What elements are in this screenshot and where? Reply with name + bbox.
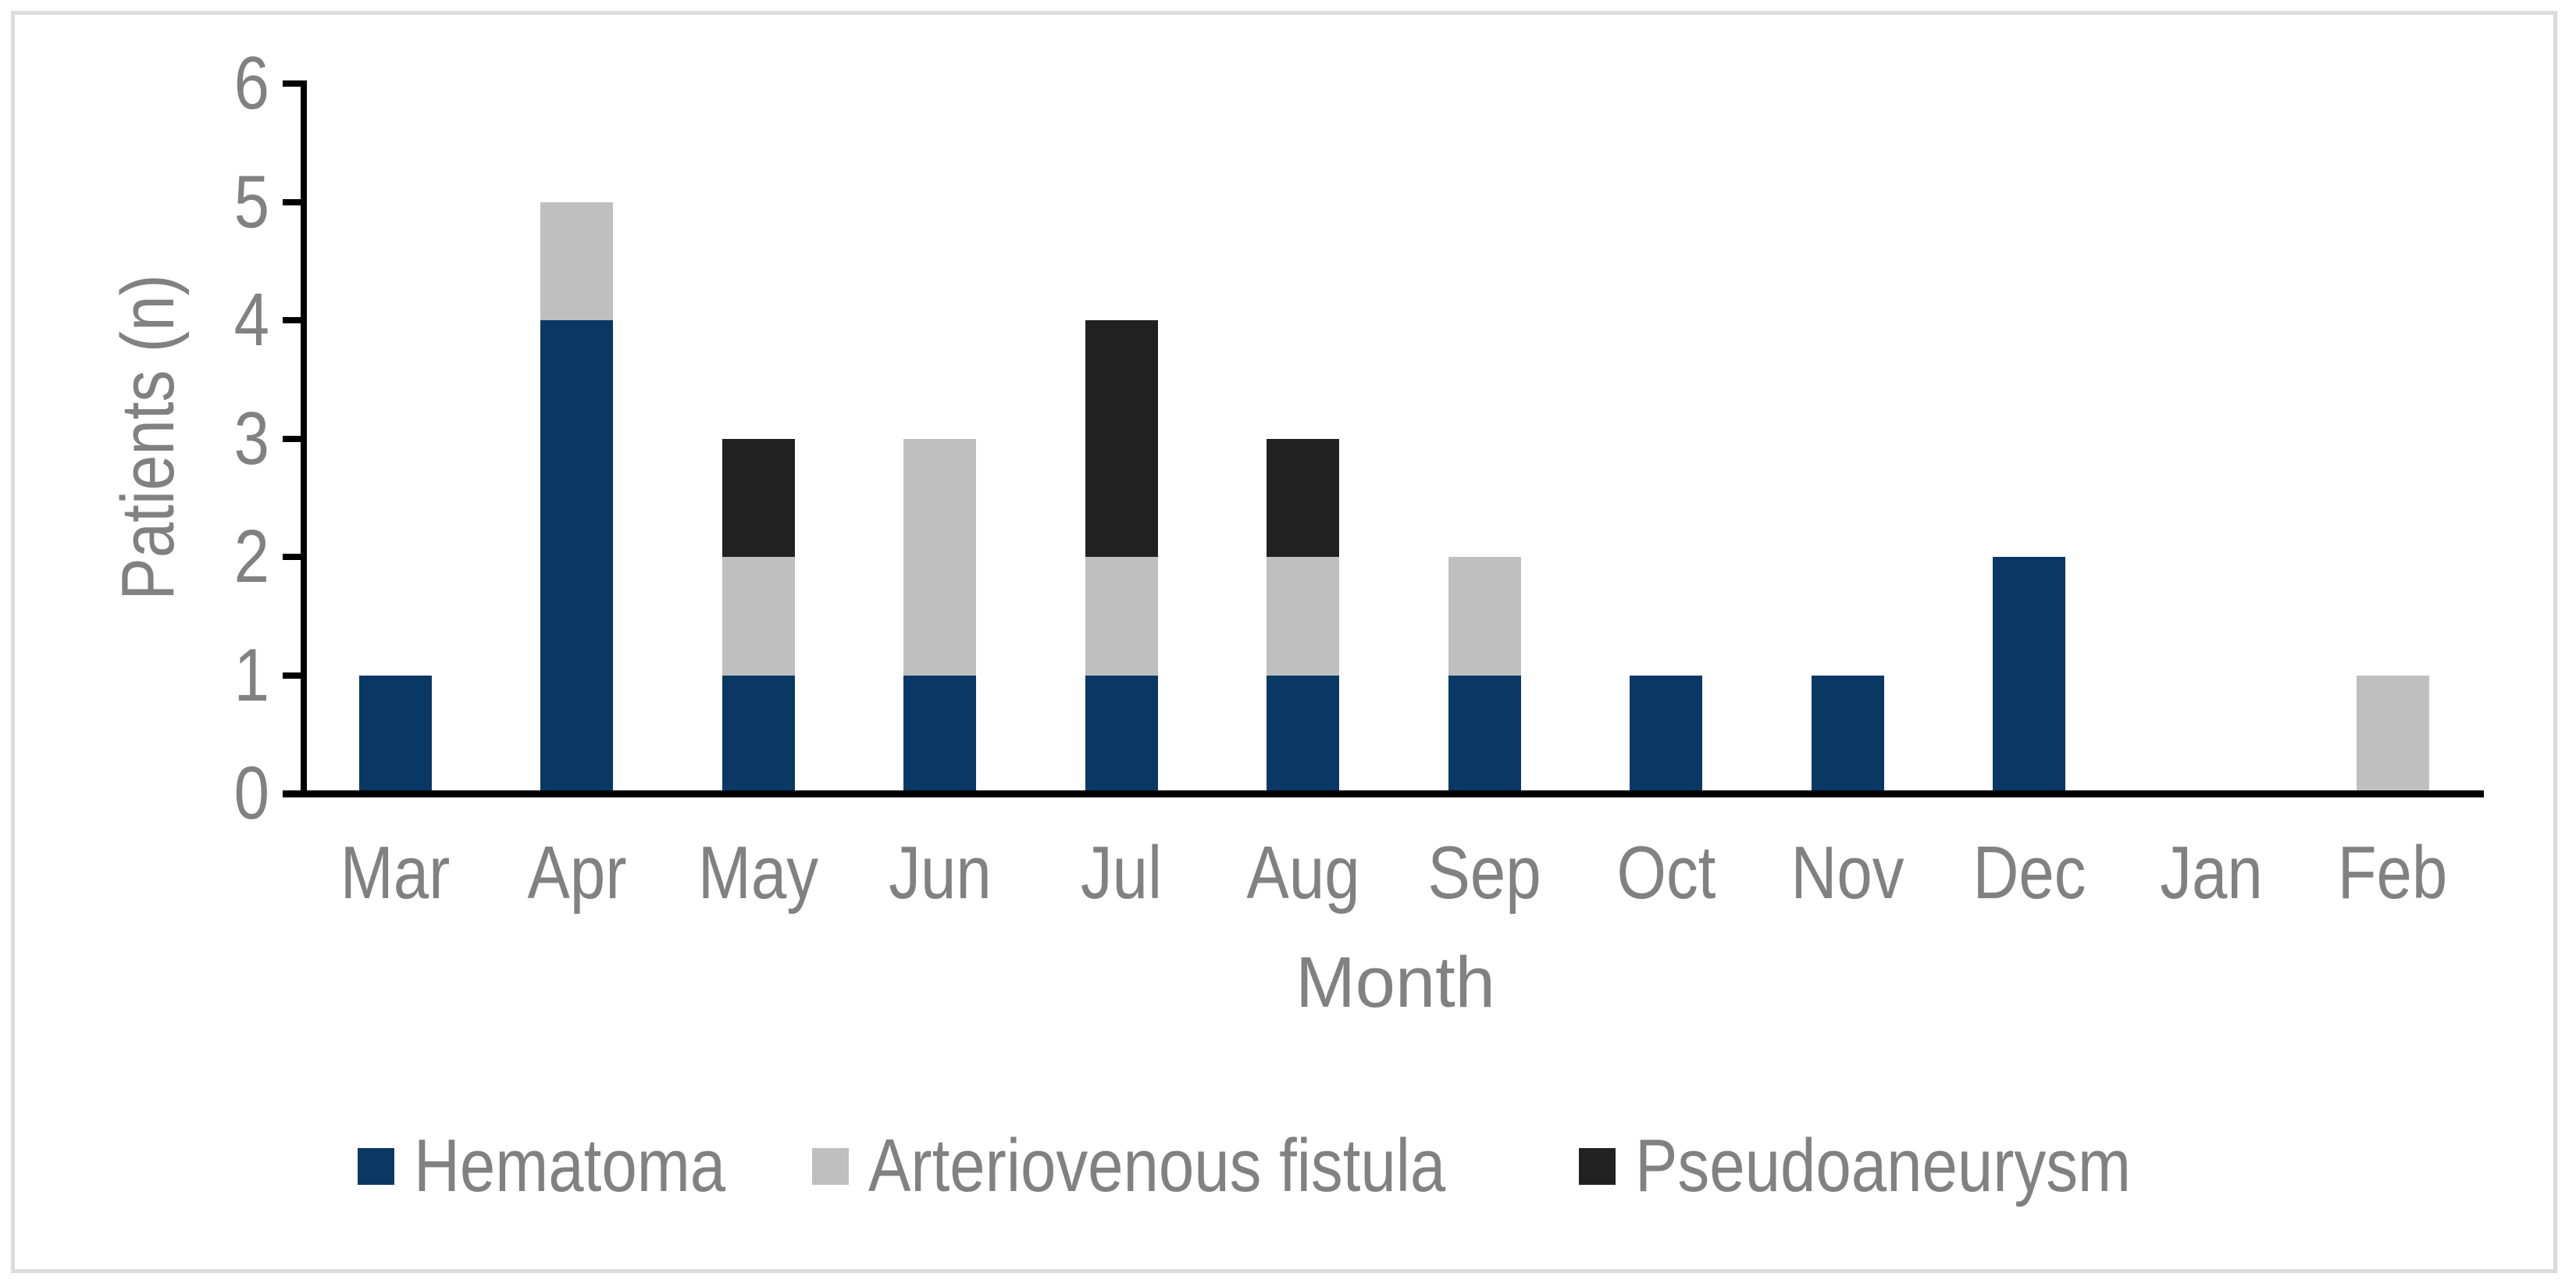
bar-segment-arteriovenous-fistula-jun [903, 439, 976, 676]
bar-segment-hematoma-aug [1267, 676, 1339, 794]
x-tick-label-jul: Jul [1080, 831, 1163, 915]
legend-label-pseudoaneurysm: Pseudoaneurysm [1634, 1124, 2131, 1207]
bar-segment-arteriovenous-fistula-aug [1267, 557, 1339, 676]
y-tick-5 [283, 199, 305, 205]
bar-segment-hematoma-dec [1993, 557, 2065, 794]
bar-segment-hematoma-jun [903, 676, 976, 794]
bar-segment-pseudoaneurysm-aug [1267, 439, 1339, 557]
legend-marker-hematoma [358, 1147, 395, 1185]
y-tick-label-0: 0 [233, 751, 269, 835]
legend-item-pseudoaneurysm: Pseudoaneurysm [1578, 1124, 2218, 1207]
bar-segment-hematoma-apr [540, 320, 613, 794]
bar-segment-arteriovenous-fistula-apr [540, 202, 613, 320]
x-axis-title: Month [1295, 943, 1495, 1022]
y-tick-label-6: 6 [233, 41, 269, 125]
y-tick-4 [283, 317, 305, 323]
x-tick-label-jan: Jan [2160, 831, 2263, 915]
x-tick-label-mar: Mar [340, 831, 451, 915]
x-tick-label-jun: Jun [889, 831, 992, 915]
chart-legend: Hematoma Arteriovenous fistula Pseudoaneur… [0, 1123, 2576, 1209]
legend-marker-arteriovenous-fistula [811, 1147, 849, 1185]
bar-segment-hematoma-jul [1085, 676, 1158, 794]
y-axis-title: Patients (n) [106, 274, 190, 601]
bar-segment-hematoma-sep [1448, 676, 1521, 794]
bar-segment-arteriovenous-fistula-feb [2357, 676, 2429, 794]
x-tick-label-apr: Apr [527, 831, 627, 915]
x-tick-label-aug: Aug [1246, 831, 1360, 915]
y-tick-label-4: 4 [233, 278, 269, 362]
legend-marker-pseudoaneurysm [1578, 1147, 1616, 1185]
bar-segment-pseudoaneurysm-jul [1085, 320, 1158, 557]
x-tick-label-may: May [697, 831, 819, 915]
y-tick-2 [283, 554, 305, 560]
y-tick-label-5: 5 [233, 160, 269, 244]
y-tick-label-3: 3 [233, 397, 269, 480]
legend-item-hematoma: Hematoma [358, 1129, 781, 1204]
y-tick-label-1: 1 [233, 633, 269, 717]
bar-segment-pseudoaneurysm-may [722, 439, 795, 557]
bar-segment-hematoma-oct [1630, 676, 1702, 794]
bar-segment-arteriovenous-fistula-sep [1448, 557, 1521, 676]
bar-segment-hematoma-may [722, 676, 795, 794]
bar-segment-hematoma-mar [359, 676, 432, 794]
y-axis-line [301, 80, 307, 794]
y-tick-3 [283, 436, 305, 442]
x-tick-label-sep: Sep [1427, 831, 1541, 915]
x-tick-label-dec: Dec [1972, 831, 2086, 915]
y-tick-1 [283, 672, 305, 679]
legend-label-arteriovenous-fistula: Arteriovenous fistula [868, 1124, 1446, 1207]
x-tick-label-feb: Feb [2337, 831, 2448, 915]
legend-label-hematoma: Hematoma [414, 1124, 726, 1207]
bar-segment-arteriovenous-fistula-may [722, 557, 795, 676]
legend-item-arteriovenous-fistula: Arteriovenous fistula [811, 1124, 1548, 1207]
y-tick-label-2: 2 [233, 515, 269, 598]
x-axis-line [283, 790, 2484, 797]
x-tick-label-oct: Oct [1616, 831, 1716, 915]
y-tick-6 [283, 80, 305, 87]
figure-frame-border [11, 11, 2557, 1273]
bar-segment-hematoma-nov [1812, 676, 1884, 794]
bar-segment-arteriovenous-fistula-jul [1085, 557, 1158, 676]
x-tick-label-nov: Nov [1790, 831, 1904, 915]
